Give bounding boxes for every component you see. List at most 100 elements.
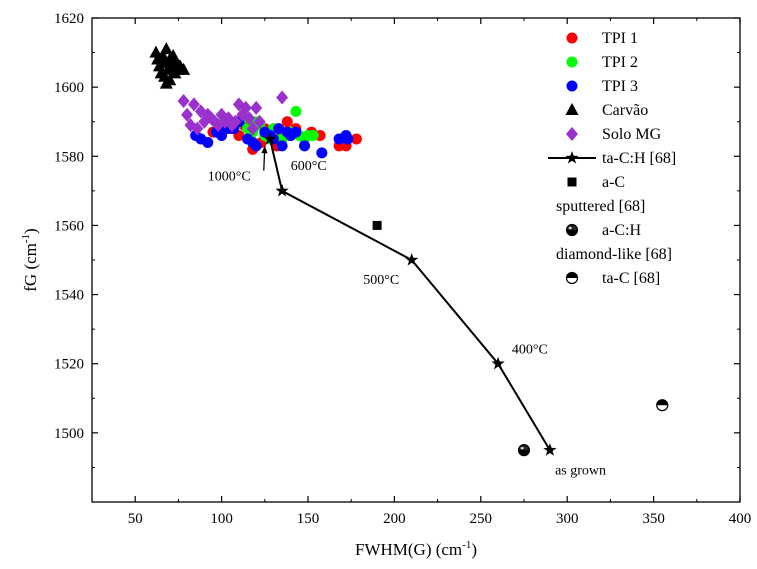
data-point — [273, 123, 285, 135]
data-point — [290, 126, 302, 138]
x-tick-label: 250 — [470, 511, 493, 527]
legend-marker — [566, 56, 578, 68]
annotation-label: 500°C — [363, 273, 399, 288]
annotation-arrowhead — [261, 145, 268, 154]
data-point — [191, 121, 204, 136]
y-tick-label: 1500 — [54, 426, 84, 442]
data-point — [276, 140, 288, 152]
legend-label: a-C:H — [602, 222, 642, 239]
data-point — [276, 90, 289, 105]
legend-label: TPI 1 — [602, 30, 638, 47]
series-carv-o — [149, 42, 191, 89]
series-ta-c-h-68 — [263, 132, 557, 456]
x-tick-label: 200 — [383, 511, 406, 527]
marker-shade — [566, 224, 578, 236]
series-a-c-h-diamond-like-68 — [517, 444, 531, 457]
legend-label: ta-C [68] — [602, 270, 660, 287]
legend-label: Solo MG — [602, 126, 662, 143]
data-point — [246, 121, 259, 136]
data-point — [517, 444, 531, 457]
y-tick-label: 1560 — [54, 218, 84, 234]
series-tpi-3 — [190, 116, 354, 159]
y-axis-label: fG (cm-1) — [20, 228, 40, 291]
data-point — [342, 133, 354, 145]
legend-entry-carv-o: Carvão — [565, 102, 648, 119]
legend-label: ta-C:H [68] — [602, 150, 676, 167]
legend-entry-a-c-h-diamond-like-68: a-C:H diamond-like [68] — [556, 222, 672, 263]
marker-shade — [518, 444, 530, 456]
data-point — [149, 45, 163, 58]
y-tick-label: 1620 — [54, 11, 84, 27]
y-tick-label: 1540 — [54, 288, 84, 304]
x-tick-label: 400 — [729, 511, 752, 527]
x-axis-label: FWHM(G) (cm-1) — [355, 539, 477, 559]
annotation-label: as grown — [555, 463, 606, 478]
data-point — [263, 132, 277, 145]
data-point — [299, 140, 311, 152]
annotation-label: 1000°C — [208, 169, 251, 184]
legend-label: TPI 3 — [602, 78, 638, 95]
marker-fill — [566, 272, 578, 278]
data-point — [177, 62, 191, 75]
marker-fill — [656, 399, 668, 406]
data-point — [229, 114, 242, 129]
x-tick-label: 300 — [556, 511, 579, 527]
legend-marker — [565, 223, 579, 237]
plot-marks — [149, 42, 669, 457]
data-point — [253, 114, 266, 129]
data-point — [163, 73, 177, 86]
data-point — [250, 140, 262, 152]
data-point — [316, 147, 328, 159]
legend-entry-a-c-sputtered-68: a-C sputtered [68] — [556, 174, 645, 215]
legend-label: sputtered [68] — [556, 198, 645, 215]
data-point — [281, 116, 293, 128]
data-point — [177, 93, 190, 108]
series-ta-c-68 — [656, 399, 669, 412]
marker-highlight — [520, 446, 524, 450]
data-point — [239, 100, 252, 115]
legend-entry-ta-c-h-68: ta-C:H [68] — [548, 150, 676, 167]
legend-marker — [565, 271, 579, 285]
axes: 50 100 150 200 250 300 350 400 1500 1520 1540 1560 1… — [54, 11, 751, 527]
legend-entry-tpi-3: TPI 3 — [566, 78, 638, 95]
data-point — [307, 130, 319, 142]
x-tick-label: 350 — [642, 511, 665, 527]
data-point — [350, 133, 362, 145]
y-tick-label: 1580 — [54, 149, 84, 165]
y-tick-label: 1600 — [54, 80, 84, 96]
legend-entry-ta-c-68: ta-C [68] — [565, 270, 660, 287]
annotations: 1000°C 600°C 500°C 400°C as grown — [208, 145, 606, 478]
annotation-label: 600°C — [291, 159, 327, 174]
data-point — [656, 399, 669, 412]
y-tick-label: 1520 — [54, 357, 84, 373]
data-point — [372, 220, 382, 230]
data-point — [181, 107, 194, 122]
legend-marker — [566, 80, 578, 92]
data-point — [275, 183, 289, 197]
marker-highlight — [568, 226, 572, 230]
legend: TPI 1 TPI 2 TPI 3 Carvão Solo MG ta-C:H [68] a… — [548, 30, 676, 287]
series-a-c-sputtered-68 — [372, 220, 382, 230]
annotation-label: 400°C — [512, 342, 548, 357]
data-point — [290, 105, 302, 117]
x-tick-label: 100 — [210, 511, 233, 527]
legend-label: TPI 2 — [602, 54, 638, 71]
data-point — [543, 443, 557, 456]
legend-marker — [565, 151, 579, 164]
legend-marker — [565, 103, 579, 115]
legend-marker — [566, 32, 578, 44]
data-point — [159, 42, 173, 55]
legend-entry-tpi-1: TPI 1 — [566, 30, 638, 47]
data-point — [250, 100, 263, 115]
data-point — [184, 118, 197, 133]
data-point — [202, 136, 214, 148]
legend-marker — [567, 177, 577, 187]
series-solo-mg — [177, 90, 289, 136]
data-point — [491, 356, 505, 370]
data-point — [156, 49, 170, 62]
legend-entry-tpi-2: TPI 2 — [566, 54, 638, 71]
data-point — [243, 111, 256, 126]
data-point — [187, 97, 200, 112]
